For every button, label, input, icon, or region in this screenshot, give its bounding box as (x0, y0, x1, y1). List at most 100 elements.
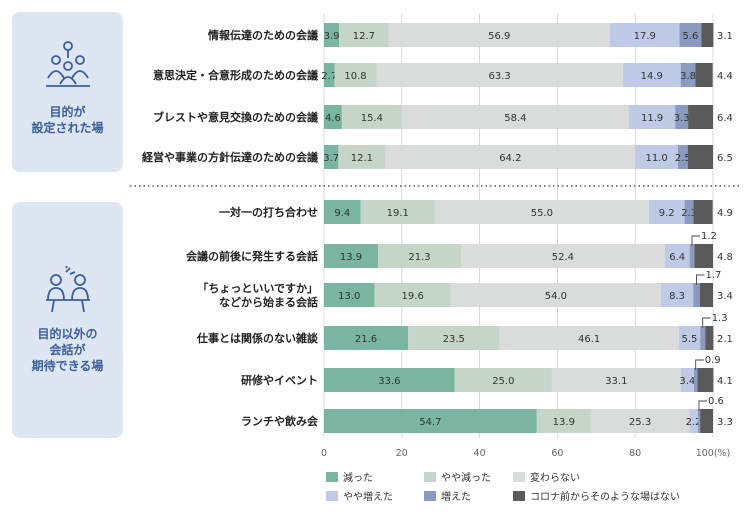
data-label: 5.6 (682, 31, 698, 42)
data-label: 13.9 (553, 417, 575, 428)
data-label: 9.4 (334, 208, 350, 219)
data-label: 3.7 (323, 153, 339, 164)
bar-segment (660, 283, 694, 307)
data-label: 4.8 (717, 252, 733, 263)
data-label: 3.3 (717, 417, 733, 428)
data-label: 11.9 (641, 113, 663, 124)
bar-segment (700, 409, 713, 433)
legend-label: やや減った (441, 471, 491, 484)
data-label: 52.4 (552, 252, 574, 263)
bar-segment (590, 409, 690, 433)
data-label: 5.5 (682, 334, 698, 345)
bar-segment (551, 368, 681, 392)
bar-segment (697, 409, 701, 433)
x-tick-label: 40 (474, 448, 486, 459)
row-label: 一対一の打ち合わせ (219, 205, 318, 219)
panel-purposeful-meetings: 目的が 設定された場 (12, 12, 123, 172)
data-label: 3.8 (680, 71, 696, 82)
bar-segment (385, 145, 636, 169)
bar-segment (697, 368, 714, 392)
x-tick-label: 0 (321, 448, 327, 459)
bar-segment (695, 63, 713, 87)
data-label: 56.9 (488, 31, 510, 42)
row-label: 経営や事業の方針伝達のための会議 (142, 150, 318, 164)
bar-segment (450, 283, 661, 307)
x-tick-label: 100(%) (696, 448, 731, 459)
leader-line (698, 400, 707, 411)
data-label: 2.3 (681, 208, 697, 219)
legend-swatch (513, 491, 525, 501)
legend-label: 増えた (441, 490, 471, 503)
data-label: 33.6 (378, 376, 400, 387)
bar-segment (693, 368, 698, 392)
data-label: 19.1 (387, 208, 409, 219)
x-tick-label: 80 (629, 448, 641, 459)
legend-swatch (326, 491, 338, 501)
bar-segment (324, 63, 335, 87)
data-label: 17.9 (634, 31, 656, 42)
meeting-icon (46, 41, 90, 87)
bar-segment (324, 244, 379, 268)
bar-segment (664, 244, 690, 268)
conversation-icon (46, 266, 90, 313)
bar-segment (635, 145, 678, 169)
data-label: 54.7 (419, 417, 441, 428)
legend-swatch (424, 472, 436, 482)
data-label: 6.4 (717, 113, 733, 124)
data-label: 10.8 (344, 71, 366, 82)
bar-segment (648, 200, 685, 224)
data-label: 4.6 (325, 113, 341, 124)
data-label: 12.1 (351, 153, 373, 164)
bar-segment (324, 283, 375, 307)
data-label: 33.1 (605, 376, 627, 387)
data-label: 2.1 (717, 334, 733, 345)
panel-label-casual: 目的以外の 会話が 期待できる場 (31, 327, 104, 373)
bar-segment (376, 63, 623, 87)
row-label: ランチや飲み会 (241, 414, 319, 428)
data-label: 21.3 (408, 252, 430, 263)
data-label: 13.0 (338, 291, 360, 302)
legend-label: コロナ前からそのような場はない (530, 490, 680, 503)
data-label: 19.6 (402, 291, 424, 302)
bar-segment (334, 63, 377, 87)
data-label: 63.3 (489, 71, 511, 82)
bar-segment (324, 23, 340, 47)
legend-label: 減った (343, 471, 373, 484)
leader-line (691, 235, 700, 246)
row-label: 情報伝達のための会議 (208, 28, 318, 42)
data-label: 12.7 (353, 31, 375, 42)
bar-segment (324, 105, 342, 129)
bar-segment (454, 368, 552, 392)
bar-segment (460, 244, 665, 268)
data-label: 21.6 (355, 334, 377, 345)
data-label: 9.2 (659, 208, 675, 219)
data-label: 25.3 (629, 417, 651, 428)
row-label: などから始まる会話 (219, 295, 318, 309)
bar-segment (688, 105, 713, 129)
data-label: 3.1 (717, 31, 733, 42)
leader-line (696, 274, 705, 285)
data-label: 4.1 (717, 376, 733, 387)
data-label: 3.4 (717, 291, 733, 302)
bar-segment (705, 326, 714, 350)
bar-segment (694, 244, 713, 268)
bar-segment (701, 23, 714, 47)
bar-segment (700, 326, 706, 350)
bar-segment (609, 23, 680, 47)
bar-segment (687, 145, 713, 169)
panel-label-purposeful: 目的が 設定された場 (31, 105, 104, 135)
row-label: 会議の前後に発生する会話 (186, 249, 318, 263)
data-label: 54.0 (545, 291, 567, 302)
data-label: 13.9 (340, 252, 362, 263)
data-label: 2.7 (321, 71, 337, 82)
bar-segment (324, 145, 339, 169)
row-label: 研修やイベント (241, 373, 318, 387)
data-label: 14.9 (641, 71, 663, 82)
bar-segment (628, 105, 676, 129)
bar-segment (684, 200, 694, 224)
bar-segment (622, 63, 681, 87)
x-tick-label: 20 (396, 448, 408, 459)
bar-segment (680, 63, 696, 87)
bar-segment (678, 326, 701, 350)
